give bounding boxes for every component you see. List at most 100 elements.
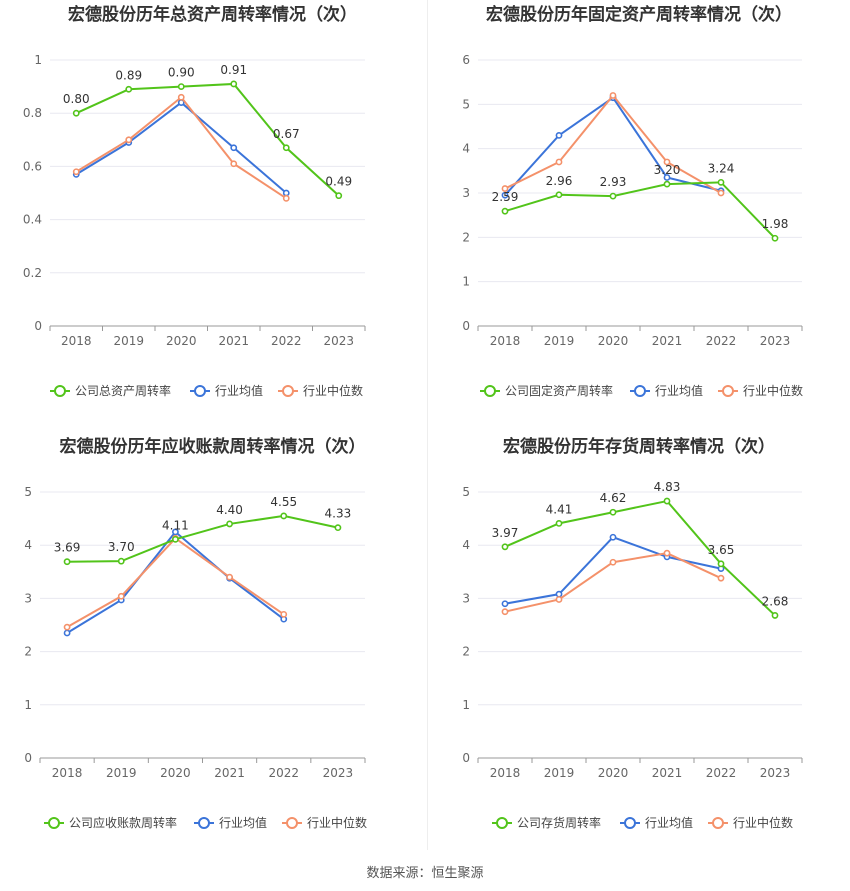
data-point: [609, 192, 617, 200]
legend-label: 行业均值: [655, 383, 703, 398]
series-line-0: [67, 514, 339, 563]
data-label: 0.67: [273, 127, 300, 141]
legend-marker-icon: [54, 385, 66, 397]
data-label: 4.33: [325, 507, 352, 521]
y-tick-label: 0.2: [23, 266, 42, 280]
x-tick-label: 2023: [760, 766, 791, 780]
legend-item: 行业均值: [190, 383, 263, 398]
y-tick-label: 4: [462, 538, 470, 552]
legend-marker-icon: [286, 817, 298, 829]
data-point: [334, 524, 342, 532]
data-label: 2.59: [492, 190, 519, 204]
legend-label: 行业中位数: [303, 383, 363, 398]
data-point: [717, 574, 725, 582]
y-tick-label: 1: [462, 275, 470, 289]
data-label: 3.97: [492, 526, 519, 540]
data-point: [72, 109, 80, 117]
data-label: 1.98: [762, 217, 789, 231]
legend-item: 行业中位数: [278, 383, 363, 398]
legend-label: 行业均值: [215, 383, 263, 398]
y-tick-label: 5: [24, 485, 32, 499]
x-tick-label: 2021: [652, 766, 683, 780]
x-tick-label: 2021: [214, 766, 245, 780]
data-point: [771, 234, 779, 242]
legend-marker-icon: [198, 817, 210, 829]
legend-marker-icon: [496, 817, 508, 829]
x-tick-label: 2023: [323, 334, 354, 348]
y-tick-label: 0.4: [23, 213, 42, 227]
data-point: [63, 629, 71, 637]
data-point: [501, 185, 509, 192]
x-tick-label: 2021: [652, 334, 683, 348]
data-point: [663, 549, 671, 557]
legend-marker-icon: [634, 385, 646, 397]
y-tick-label: 2: [462, 645, 470, 659]
legend-item: 公司总资产周转率: [50, 383, 171, 398]
data-point: [501, 207, 509, 215]
legend-item: 行业中位数: [282, 815, 367, 830]
data-label: 2.93: [600, 175, 627, 189]
legend-item: 公司应收账款周转率: [44, 815, 177, 830]
data-point: [717, 560, 725, 568]
data-label: 0.89: [115, 68, 142, 82]
data-point: [663, 180, 671, 188]
data-point: [771, 612, 779, 619]
data-point: [230, 144, 238, 152]
legend-item: 公司存货周转率: [492, 815, 601, 830]
legend-label: 行业中位数: [733, 815, 793, 830]
legend-marker-icon: [48, 817, 60, 829]
data-label: 4.11: [162, 518, 189, 532]
y-tick-label: 4: [24, 538, 32, 552]
y-tick-label: 3: [462, 186, 470, 200]
data-label: 4.40: [216, 503, 243, 517]
series-line-1: [75, 101, 287, 194]
data-label: 3.70: [108, 540, 135, 554]
data-point: [63, 623, 71, 631]
y-tick-label: 5: [462, 485, 470, 499]
chart-total-asset-turnover: 宏德股份历年总资产周转率情况（次） 0 0.2 0.4 0.6 0.8 1 2018 2019 2…: [0, 0, 425, 430]
y-tick-label: 0.8: [23, 106, 42, 120]
data-point: [282, 144, 290, 152]
x-tick-label: 2022: [706, 766, 737, 780]
chart-svg: 宏德股份历年存货周转率情况（次） 0 1 2 3 4 5 2018 2019 2020 2021 20…: [462, 436, 803, 830]
y-tick-label: 2: [24, 645, 32, 659]
legend-item: 行业中位数: [718, 383, 803, 398]
x-tick-label: 2020: [598, 334, 629, 348]
panel-divider-vertical: [427, 0, 428, 850]
legend-label: 公司存货周转率: [517, 815, 601, 830]
data-point: [117, 557, 125, 565]
data-point: [609, 533, 617, 541]
data-point: [609, 558, 617, 566]
legend-marker-icon: [722, 385, 734, 397]
y-tick-label: 1: [462, 698, 470, 712]
data-label: 3.24: [708, 161, 735, 175]
legend-item: 行业中位数: [708, 815, 793, 830]
data-point: [63, 558, 71, 566]
series-line-0: [504, 181, 776, 239]
y-tick-label: 1: [24, 698, 32, 712]
legend-item: 行业均值: [194, 815, 267, 830]
data-point: [177, 83, 185, 90]
legend-item: 行业均值: [620, 815, 693, 830]
data-label: 3.65: [708, 543, 735, 557]
data-label: 0.91: [220, 63, 247, 77]
data-point: [555, 519, 563, 527]
x-tick-label: 2018: [490, 766, 521, 780]
x-tick-label: 2018: [52, 766, 83, 780]
series-line-0: [75, 82, 340, 197]
y-tick-label: 1: [34, 53, 42, 67]
data-point: [609, 508, 617, 516]
legend-label: 公司固定资产周转率: [505, 383, 613, 398]
x-tick-label: 2020: [598, 766, 629, 780]
legend-marker-icon: [282, 385, 294, 397]
y-tick-label: 5: [462, 97, 470, 111]
chart-title: 宏德股份历年应收账款周转率情况（次）: [60, 436, 366, 457]
x-tick-label: 2023: [323, 766, 354, 780]
legend-marker-icon: [194, 385, 206, 397]
data-label: 0.49: [325, 175, 352, 189]
data-label: 3.20: [654, 163, 681, 177]
y-tick-label: 6: [462, 53, 470, 67]
data-label: 2.68: [762, 594, 789, 608]
y-tick-label: 2: [462, 230, 470, 244]
data-point: [125, 85, 133, 93]
